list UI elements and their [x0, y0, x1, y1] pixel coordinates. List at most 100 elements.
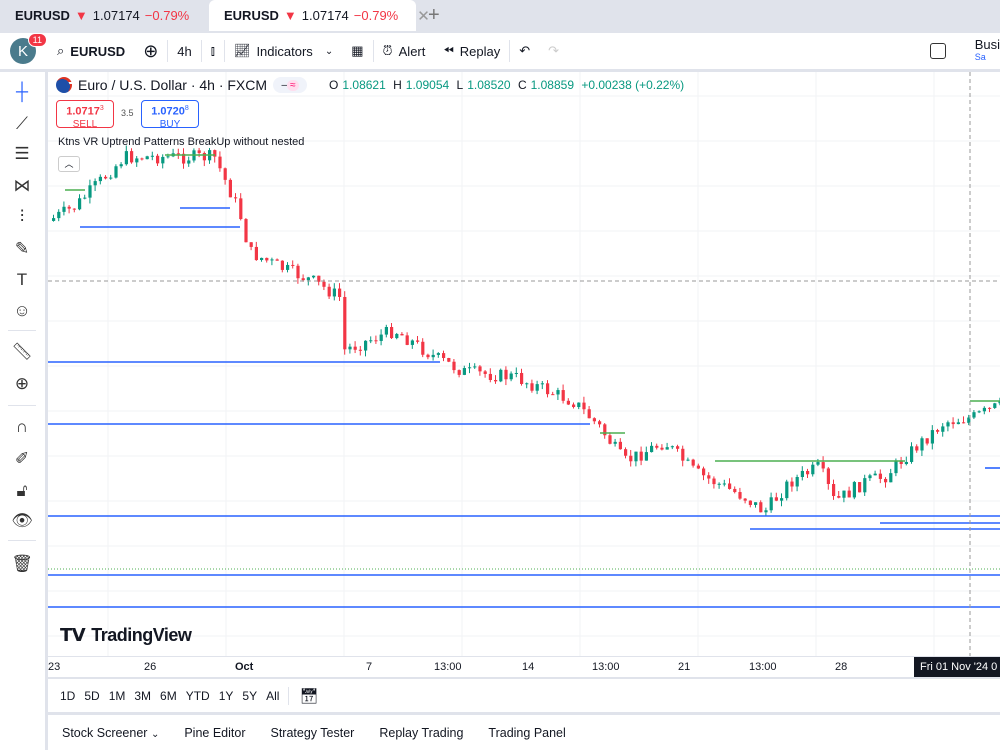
account-button[interactable]: Busi Sa: [974, 37, 1000, 62]
candle-body: [213, 150, 217, 157]
zoom-in-icon[interactable]: ⊕: [14, 374, 30, 393]
trash-icon[interactable]: 🗑︎: [11, 554, 33, 573]
indicator-label[interactable]: Ktns VR Uptrend Patterns BreakUp without…: [58, 136, 305, 148]
fullscreen-button[interactable]: [921, 33, 955, 69]
alert-button[interactable]: ⏰︎ Alert: [382, 43, 426, 59]
candle-body: [946, 422, 950, 427]
lock-drawings-pencil-icon[interactable]: ✐: [14, 449, 30, 468]
range-1y[interactable]: 1Y: [218, 688, 234, 703]
buy-button[interactable]: 1.07208 BUY: [141, 100, 199, 130]
candle-body: [72, 208, 76, 210]
candle-body: [478, 366, 482, 372]
candle-body: [104, 176, 108, 179]
interval-button[interactable]: 4h: [177, 43, 192, 59]
candlestick-chart[interactable]: [48, 72, 1000, 656]
candle-body: [98, 176, 102, 182]
candle-body: [514, 372, 518, 374]
candle-body: [988, 407, 992, 409]
candle-body: [655, 445, 659, 448]
range-3m[interactable]: 3M: [134, 688, 152, 703]
candle-body: [811, 464, 815, 475]
magnet-icon[interactable]: ∩: [15, 417, 29, 436]
candle-body: [358, 349, 362, 351]
candle-body: [868, 475, 872, 479]
trend-line-icon[interactable]: ⟋: [16, 114, 28, 133]
range-1m[interactable]: 1M: [108, 688, 126, 703]
chart-type-button[interactable]: ⫾: [202, 33, 224, 69]
lock-icon[interactable]: 🔓︎: [16, 481, 28, 500]
time-tick: 26: [144, 661, 157, 673]
redo-button[interactable]: ↷: [539, 33, 568, 69]
ruler-icon[interactable]: 📏︎: [11, 342, 33, 361]
range-ytd[interactable]: YTD: [185, 688, 210, 703]
candle-body: [613, 441, 617, 444]
sell-button[interactable]: 1.07173 SELL: [56, 100, 114, 130]
range-bar: 1D 5D 1M 3M 6M YTD 1Y 5Y All 📅︎: [48, 679, 1000, 712]
candle-body: [847, 490, 851, 498]
tab-replay-trading[interactable]: Replay Trading: [379, 725, 464, 740]
candle-body: [384, 327, 388, 335]
tab-pine-editor[interactable]: Pine Editor: [184, 725, 246, 740]
tradingview-logo[interactable]: 𝗧𝗩 TradingView: [60, 625, 192, 645]
eye-icon[interactable]: 👁︎: [11, 511, 33, 530]
candle-body: [202, 153, 206, 161]
candle-body: [785, 481, 789, 499]
avatar[interactable]: K 11: [10, 33, 47, 64]
candle-body: [618, 441, 622, 450]
range-6m[interactable]: 6M: [160, 688, 177, 703]
tab-trading-panel[interactable]: Trading Panel: [488, 725, 566, 740]
candle-body: [951, 422, 955, 425]
time-tick: 21: [678, 661, 691, 673]
candle-body: [962, 422, 966, 424]
layouts-button[interactable]: ▦: [342, 33, 372, 69]
candle-body: [837, 496, 841, 498]
range-all[interactable]: All: [266, 688, 280, 703]
candle-body: [410, 340, 414, 345]
candle-body: [254, 246, 258, 261]
time-tick: 13:00: [592, 661, 620, 673]
emoji-icon[interactable]: ☺: [13, 301, 31, 320]
tab-eurusd-2[interactable]: EURUSD ▼ 1.07174 −0.79% ✕: [209, 0, 430, 31]
candle-body: [249, 242, 253, 247]
candle-body: [842, 490, 846, 498]
tab-eurusd-1[interactable]: EURUSD ▼ 1.07174 −0.79% ✕: [0, 0, 221, 31]
candle-body: [322, 281, 326, 287]
chart-pane[interactable]: Euro / U.S. Dollar · 4h · FXCM – ≈ O 1.086…: [48, 72, 1000, 677]
patterns-icon[interactable]: ⋈: [13, 176, 31, 195]
text-icon[interactable]: T: [16, 270, 28, 289]
candle-body: [374, 340, 378, 342]
indicators-button[interactable]: 📈︎ Indicators ⌄: [233, 43, 334, 59]
candle-body: [702, 468, 706, 476]
range-5d[interactable]: 5D: [84, 688, 100, 703]
time-axis[interactable]: 23 26 Oct 7 13:00 14 13:00 21 13:00 28 F…: [48, 656, 1000, 677]
collapse-indicators-button[interactable]: ︿: [58, 156, 80, 172]
candle-body: [239, 198, 243, 220]
new-tab-icon[interactable]: +: [428, 4, 440, 26]
close-tab-icon[interactable]: ✕: [417, 7, 430, 25]
forecast-icon[interactable]: ⫶: [19, 207, 25, 226]
crosshair-icon[interactable]: ┼: [15, 82, 29, 101]
range-1d[interactable]: 1D: [60, 688, 76, 703]
fib-lines-icon[interactable]: ☰: [14, 144, 30, 163]
candle-body: [270, 259, 274, 261]
legend-toggle-button[interactable]: – ≈: [273, 77, 308, 93]
replay-button[interactable]: ⏪︎ Replay: [443, 43, 501, 59]
tab-strategy-tester[interactable]: Strategy Tester: [270, 725, 355, 740]
candle-body: [52, 218, 56, 221]
candle-body: [556, 390, 560, 395]
candle-body: [941, 426, 945, 432]
tab-stock-screener[interactable]: Stock Screener ⌄: [62, 725, 160, 740]
candle-body: [982, 407, 986, 412]
undo-button[interactable]: ↶: [510, 33, 539, 69]
goto-date-calendar-icon[interactable]: 📅︎: [288, 686, 318, 705]
range-5y[interactable]: 5Y: [242, 688, 258, 703]
symbol-search-button[interactable]: ⌕ EURUSD: [57, 43, 126, 59]
candle-body: [629, 455, 633, 462]
candle-body: [686, 459, 690, 461]
brush-icon[interactable]: ✎: [14, 239, 30, 258]
candle-body: [915, 446, 919, 451]
compare-button[interactable]: ⊕: [134, 33, 167, 69]
candle-body: [442, 353, 446, 359]
alarm-icon: ⏰︎: [382, 43, 393, 58]
candle-body: [852, 482, 856, 498]
